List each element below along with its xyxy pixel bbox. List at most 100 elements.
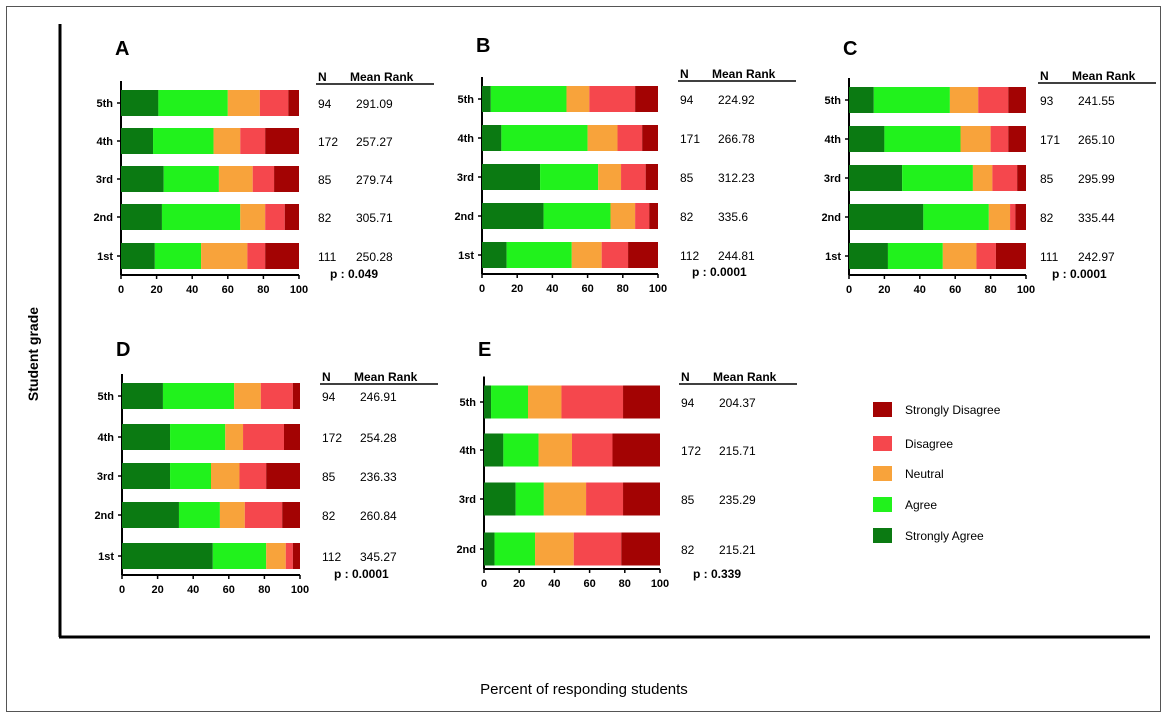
legend-label: Strongly Disagree: [905, 403, 1001, 417]
x-tick-label: 80: [258, 584, 270, 596]
bar-segment-neutral: [266, 543, 286, 569]
mean-rank-value: 295.99: [1078, 172, 1115, 186]
bar-segment-strongly-agree: [482, 242, 507, 268]
n-value: 94: [681, 396, 695, 410]
figure-frame: [6, 6, 1161, 712]
panel-letter: E: [478, 339, 491, 361]
panel-c: C 0 20 40 60 80 100 5th 93 241.55 4th 171 265.10 3rd 8…: [821, 38, 1156, 296]
bar-segment-neutral: [988, 204, 1011, 230]
x-tick-label: 20: [513, 578, 525, 590]
x-tick-label: 100: [290, 284, 308, 296]
bar-segment-agree: [161, 204, 241, 230]
mean-rank-value: 265.10: [1078, 133, 1115, 147]
bar-segment-disagree: [260, 383, 293, 409]
n-value: 82: [1040, 211, 1054, 225]
n-value: 94: [318, 97, 332, 111]
bar-segment-neutral: [543, 482, 587, 516]
y-tick-label: 4th: [460, 445, 477, 457]
bar-segment-disagree: [561, 385, 624, 419]
bar-segment-agree: [515, 482, 544, 516]
table-header-mean-rank: Mean Rank: [712, 67, 776, 81]
legend-label: Strongly Agree: [905, 529, 984, 543]
bar-segment-agree: [490, 86, 567, 112]
bar-segment-neutral: [528, 385, 562, 419]
n-value: 112: [680, 249, 699, 263]
bar-segment-strongly-agree: [122, 463, 171, 489]
panel-d: D 0 20 40 60 80 100 5th 94 246.91 4th 172 254.28 3rd 8…: [94, 339, 438, 596]
y-tick-label: 5th: [825, 95, 842, 107]
mean-rank-value: 266.78: [718, 132, 755, 146]
bar-segment-strongly-agree: [122, 543, 213, 569]
bar-segment-neutral: [571, 242, 602, 268]
panel-letter: B: [476, 35, 490, 57]
bar-segment-strongly-disagree: [292, 383, 300, 409]
bar-segment-strongly-disagree: [645, 164, 658, 190]
y-tick-label: 3rd: [824, 173, 841, 185]
y-tick-label: 5th: [458, 94, 475, 106]
bar-segment-agree: [543, 203, 611, 229]
bar-segment-agree: [491, 385, 528, 419]
bar-segment-strongly-disagree: [995, 243, 1026, 269]
x-tick-label: 20: [151, 584, 163, 596]
y-tick-label: 1st: [98, 551, 114, 563]
bar-segment-disagree: [601, 242, 629, 268]
bar-segment-strongly-agree: [121, 90, 159, 116]
y-tick-label: 1st: [458, 250, 474, 262]
panels: A 0 20 40 60 80 100 5th 94 291.09 4th 172 257.27 3rd 8…: [93, 35, 1156, 596]
bar-segment-disagree: [265, 204, 285, 230]
mean-rank-value: 241.55: [1078, 94, 1115, 108]
bar-segment-strongly-agree: [849, 243, 888, 269]
legend-label: Neutral: [905, 467, 944, 481]
bar-segment-strongly-disagree: [649, 203, 658, 229]
mean-rank-value: 246.91: [360, 390, 397, 404]
mean-rank-value: 260.84: [360, 509, 397, 523]
x-tick-label: 80: [617, 283, 629, 295]
bar-segment-neutral: [610, 203, 636, 229]
bar-segment-disagree: [589, 86, 636, 112]
bar-segment-agree: [902, 165, 973, 191]
y-tick-label: 2nd: [94, 510, 114, 522]
bar-segment-strongly-agree: [484, 482, 516, 516]
bar-segment-agree: [506, 242, 572, 268]
x-tick-label: 100: [1017, 284, 1035, 296]
bar-segment-neutral: [201, 243, 248, 269]
bar-segment-agree: [873, 87, 950, 113]
bar-segment-strongly-disagree: [1015, 204, 1026, 230]
mean-rank-value: 305.71: [356, 211, 393, 225]
bar-segment-strongly-agree: [484, 385, 492, 419]
bar-segment-neutral: [234, 383, 261, 409]
bar-segment-strongly-agree: [121, 204, 162, 230]
bar-segment-disagree: [573, 532, 622, 566]
bar-segment-disagree: [259, 90, 289, 116]
panel-letter: C: [843, 38, 857, 60]
legend-swatch-neutral: [873, 466, 892, 481]
bar-segment-disagree: [252, 166, 275, 192]
n-value: 112: [322, 550, 341, 564]
mean-rank-value: 244.81: [718, 249, 755, 263]
bar-segment-disagree: [243, 424, 284, 450]
bar-segment-disagree: [572, 433, 613, 467]
legend-swatch-strongly-disagree: [873, 402, 892, 417]
bar-segment-strongly-disagree: [623, 385, 660, 419]
bar-segment-strongly-disagree: [292, 543, 300, 569]
mean-rank-value: 215.21: [719, 543, 756, 557]
x-tick-label: 80: [619, 578, 631, 590]
x-tick-label: 60: [222, 284, 234, 296]
mean-rank-value: 291.09: [356, 97, 393, 111]
bar-segment-neutral: [587, 125, 618, 151]
n-value: 82: [680, 210, 694, 224]
x-tick-label: 20: [511, 283, 523, 295]
n-value: 111: [1040, 250, 1059, 264]
bar-segment-agree: [158, 90, 228, 116]
bar-segment-neutral: [949, 87, 979, 113]
n-value: 172: [681, 444, 701, 458]
bar-segment-neutral: [227, 90, 260, 116]
bar-segment-strongly-disagree: [265, 128, 299, 154]
legend-label: Disagree: [905, 437, 953, 451]
bar-segment-strongly-disagree: [1017, 165, 1026, 191]
bar-segment-agree: [212, 543, 267, 569]
bar-segment-strongly-disagree: [642, 125, 658, 151]
mean-rank-value: 204.37: [719, 396, 756, 410]
bar-segment-neutral: [538, 433, 572, 467]
mean-rank-value: 215.71: [719, 444, 756, 458]
